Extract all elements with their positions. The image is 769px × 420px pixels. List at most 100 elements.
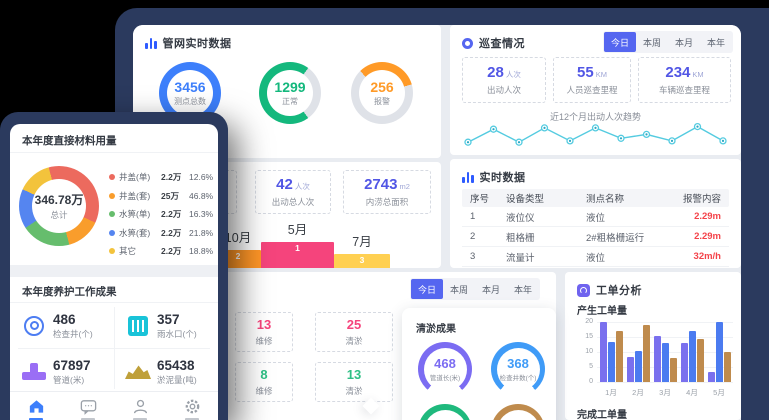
sludge-icon bbox=[124, 364, 152, 379]
grate-icon bbox=[124, 315, 152, 336]
alarm-value: 2.29m bbox=[694, 211, 721, 222]
stat-label: 检查井(个) bbox=[53, 328, 93, 339]
stat-value: 8 bbox=[260, 367, 268, 382]
gridline bbox=[597, 337, 733, 338]
stat-value-row: 2743 m2 bbox=[364, 176, 410, 193]
legend-dot bbox=[109, 192, 115, 199]
legend-value: 2.2万 bbox=[161, 172, 182, 182]
dashed-stat-box: 8 维修 bbox=[235, 362, 293, 402]
gauge-value: 368 bbox=[507, 356, 529, 371]
dashed-stat-box: 55 KM 人员巡查里程 bbox=[553, 57, 631, 103]
panel-maintenance: 今日 本周 本月 本年 13 维修 25 清淤 8 维修 13 清淤 清淤成果 468 管道长(米) 3… bbox=[173, 272, 556, 420]
legend-name: 井盖(套) bbox=[119, 190, 151, 201]
panel-title: 管网实时数据 bbox=[162, 38, 232, 50]
stat-unit: 人次 bbox=[505, 70, 521, 79]
divider bbox=[10, 152, 218, 153]
gauge-ring bbox=[418, 342, 472, 396]
gauge-ring bbox=[491, 404, 545, 420]
mobile-frame: 本年度直接材料用量 346.78万 总计 井盖(单) 2.2万 12.6% 井盖(套)… bbox=[0, 112, 228, 420]
stat-value: 2743 bbox=[364, 176, 398, 193]
table-cell: 流量计 bbox=[506, 252, 535, 264]
table-cell: 液位仪 bbox=[506, 212, 535, 224]
x-tick: 4月 bbox=[686, 388, 698, 397]
table-cell: 3 bbox=[470, 251, 476, 262]
achievement-grid: 486 检查井(个) 357 雨水口(个) 67897 管道(米) 65438 … bbox=[10, 302, 218, 393]
tab-今日[interactable]: 今日 bbox=[603, 32, 636, 52]
stat-value: 13 bbox=[346, 367, 362, 382]
stat-unit: 人次 bbox=[294, 182, 310, 191]
podium-month-label: 5月 bbox=[287, 223, 308, 237]
bar-series-3 bbox=[643, 325, 650, 382]
donut-value: 3456 bbox=[174, 79, 206, 95]
inspection-icon bbox=[462, 37, 473, 49]
bar-series-3 bbox=[697, 338, 704, 382]
legend-dot bbox=[109, 248, 115, 254]
chart-subtitle: 产生工单量 bbox=[577, 306, 627, 317]
tab-本月[interactable]: 本月 bbox=[481, 284, 500, 295]
donut-value: 1299 bbox=[274, 79, 306, 95]
podium-rank-label: 3 bbox=[359, 255, 365, 265]
legend-value: 2.2万 bbox=[161, 246, 182, 256]
bar-series-1 bbox=[600, 322, 607, 382]
stat-value-row: 42 人次 bbox=[276, 176, 310, 193]
time-range-tabs: 今日 本周 本月 本年 bbox=[602, 31, 733, 53]
material-panel-title: 本年度直接材料用量 bbox=[22, 135, 117, 147]
tab-本周[interactable]: 本周 bbox=[642, 37, 661, 48]
legend-percent: 18.8% bbox=[189, 246, 214, 256]
gauge-center: 468 管道长(米) bbox=[418, 342, 472, 396]
donut-value: 256 bbox=[370, 79, 394, 95]
tab-本年[interactable]: 本年 bbox=[706, 37, 725, 48]
dashed-stat-box: 28 人次 出动人次 bbox=[462, 57, 546, 103]
donut-label: 报警 bbox=[374, 97, 390, 106]
tab-本周[interactable]: 本周 bbox=[449, 284, 468, 295]
panel-inspection: 巡查情况 今日 本周 本月 本年 28 人次 出动人次 55 KM 人员巡查里程 234 KM 车辆巡… bbox=[450, 25, 741, 155]
column-header: 设备类型 bbox=[506, 194, 545, 205]
stat-value-row: 234 KM bbox=[665, 64, 703, 81]
gauge-value: 468 bbox=[434, 356, 456, 371]
legend-value: 25万 bbox=[161, 190, 179, 201]
gauge: 468 管道长(米) bbox=[418, 342, 472, 396]
y-tick: 10 bbox=[585, 348, 593, 355]
tab-今日[interactable]: 今日 bbox=[410, 279, 443, 299]
stat-cell: 67897 管道(米) bbox=[10, 349, 114, 394]
legend-dot bbox=[109, 174, 115, 180]
nav-home[interactable] bbox=[19, 392, 53, 420]
gauge-label: 检查井数(个) bbox=[499, 375, 537, 382]
workorder-icon bbox=[577, 283, 590, 297]
user-icon bbox=[133, 399, 147, 413]
table-row: 3 流量计 液位 32m/h bbox=[462, 247, 729, 267]
gauge: 368 检查井数(个) bbox=[491, 342, 545, 396]
podium-bar: 1 bbox=[261, 242, 334, 268]
nav-profile[interactable] bbox=[123, 392, 157, 420]
stat-cell: 486 检查井(个) bbox=[10, 303, 114, 348]
stat-value: 25 bbox=[346, 317, 362, 332]
stat-label: 淤泥量(吨) bbox=[157, 374, 197, 385]
tab-本月[interactable]: 本月 bbox=[674, 37, 693, 48]
nav-messages[interactable] bbox=[71, 392, 105, 420]
gridline bbox=[597, 322, 733, 323]
stat-label: 出动人次 bbox=[486, 85, 521, 95]
panel-realtime-header: 实时数据 bbox=[462, 169, 526, 185]
legend-item: 水箅(套) 2.2万 21.8% bbox=[109, 227, 213, 239]
legend-percent: 46.8% bbox=[189, 190, 214, 201]
tab-本年[interactable]: 本年 bbox=[513, 284, 532, 295]
pipe-donut: 256 报警 bbox=[351, 62, 413, 124]
donut-label: 正常 bbox=[282, 97, 298, 106]
podium-month-label: 10月 bbox=[224, 231, 252, 245]
bar-series-1 bbox=[681, 343, 688, 382]
dredging-result-card: 清淤成果 468 管道长(米) 368 检查井数(个) bbox=[402, 308, 556, 420]
x-tick: 1月 bbox=[605, 388, 617, 397]
donut-legend: 井盖(单) 2.2万 12.6% 井盖(套) 25万 46.8% 水箅(单) 2.2万 16.3… bbox=[109, 171, 213, 257]
nav-settings[interactable] bbox=[175, 392, 209, 420]
nav-label-stub bbox=[185, 418, 199, 420]
podium-rank-label: 1 bbox=[295, 243, 300, 253]
bar-series-2 bbox=[689, 331, 696, 382]
donut-total-label: 总计 bbox=[50, 210, 68, 220]
bar-chart-icon bbox=[462, 171, 474, 183]
stat-label: 车辆巡查里程 bbox=[658, 85, 710, 95]
bar-series-1 bbox=[708, 371, 715, 382]
podium-month-label: 7月 bbox=[352, 235, 372, 249]
bar-chart-icon bbox=[145, 37, 157, 49]
legend-dot bbox=[109, 229, 115, 236]
